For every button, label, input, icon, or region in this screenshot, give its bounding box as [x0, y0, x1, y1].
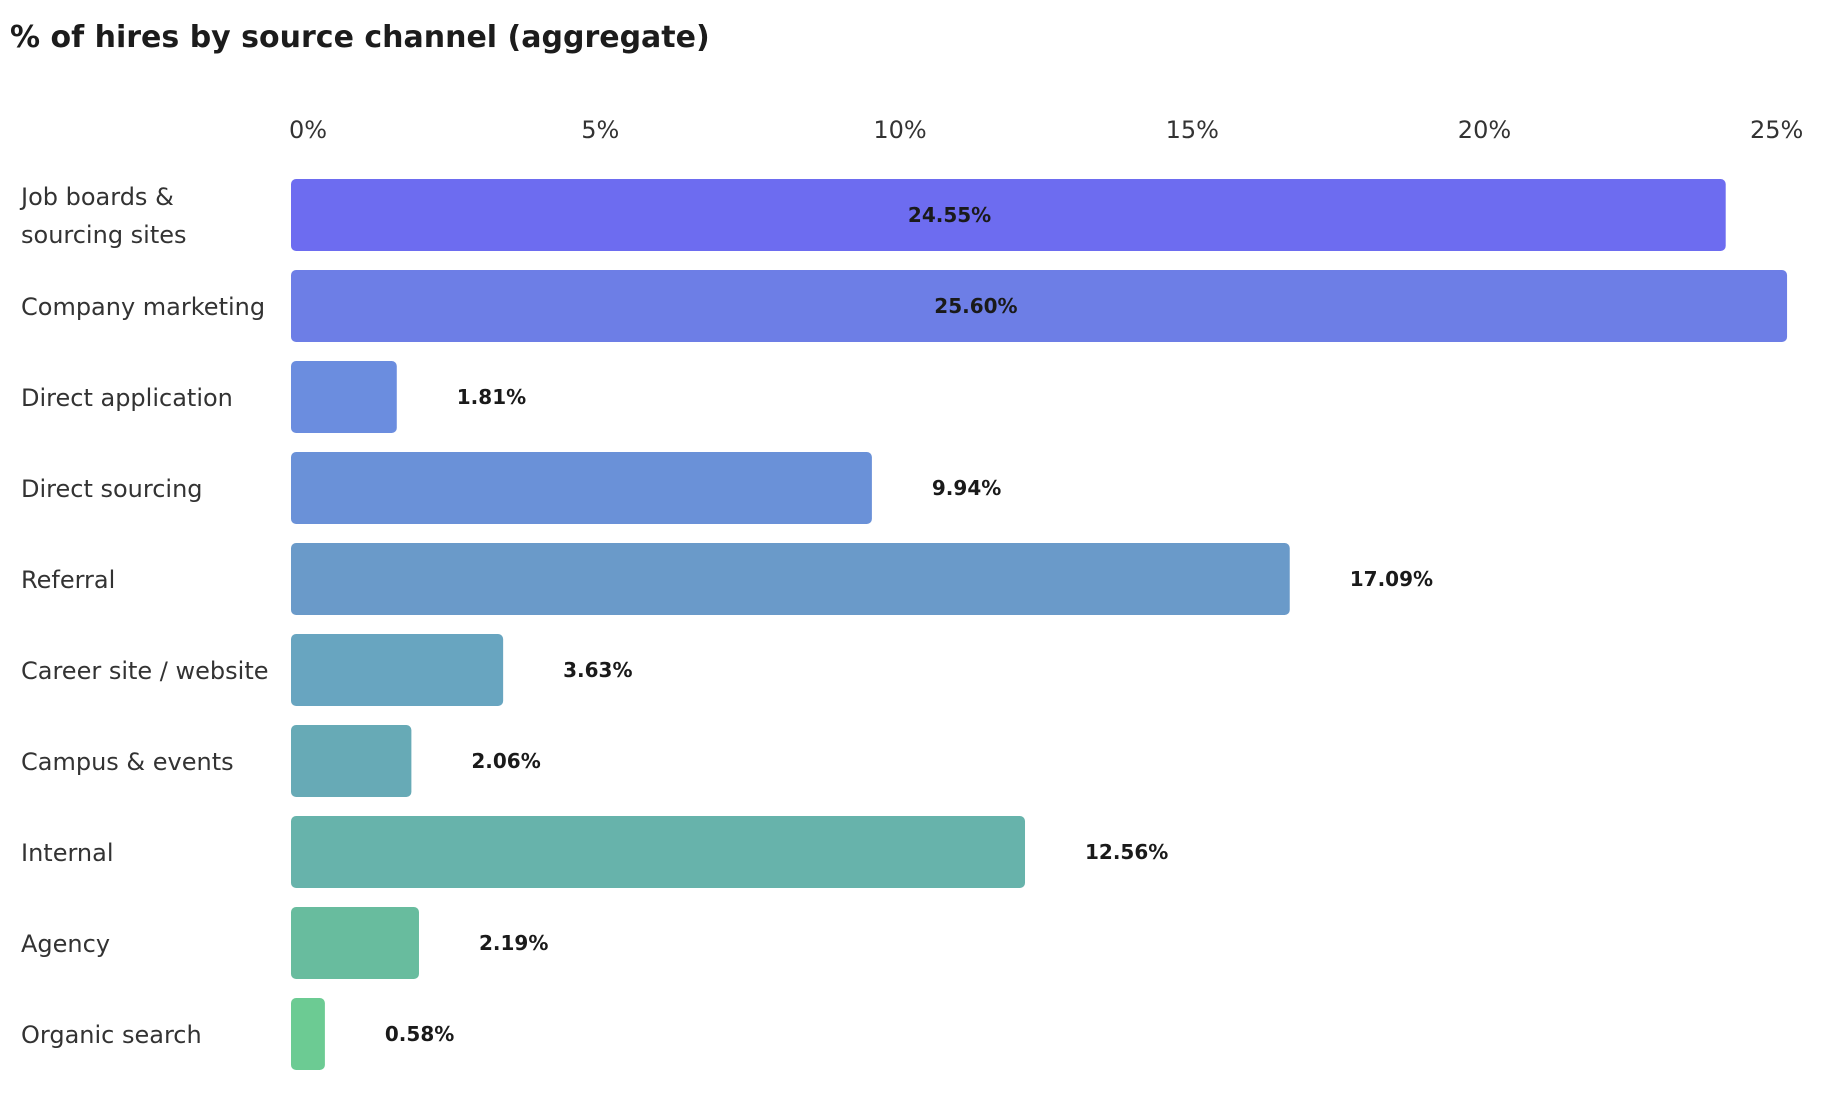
- data-label: 12.56%: [1085, 840, 1168, 864]
- data-label: 25.60%: [934, 294, 1017, 318]
- bar: [291, 816, 1026, 888]
- data-label: 17.09%: [1350, 567, 1433, 591]
- bar: [291, 998, 325, 1070]
- bar: [291, 907, 419, 979]
- data-label: 2.06%: [471, 749, 540, 773]
- bar: [291, 179, 1726, 251]
- bar: [291, 452, 872, 524]
- category-label-line: sourcing sites: [21, 221, 187, 249]
- category-label: Agency: [21, 930, 110, 958]
- bar: [291, 543, 1290, 615]
- category-label: Organic search: [21, 1021, 202, 1049]
- data-label: 3.63%: [563, 658, 632, 682]
- category-label: Direct sourcing: [21, 475, 203, 503]
- data-label: 24.55%: [908, 203, 991, 227]
- x-tick-label: 20%: [1458, 116, 1511, 144]
- category-label-line: Career site / website: [21, 657, 269, 685]
- category-label: Career site / website: [21, 657, 269, 685]
- x-tick-label: 25%: [1750, 116, 1803, 144]
- x-axis-ticks: 0% 5% 10% 15% 20% 25%: [289, 116, 1803, 144]
- x-tick-label: 0%: [289, 116, 327, 144]
- category-label-line: Job boards &: [19, 183, 174, 211]
- category-label-line: Agency: [21, 930, 110, 958]
- data-label: 2.19%: [479, 931, 548, 955]
- category-label: Job boards & sourcing sites: [19, 183, 187, 249]
- bar: [291, 361, 397, 433]
- x-tick-label: 10%: [873, 116, 926, 144]
- bar: [291, 270, 1788, 342]
- data-label: 0.58%: [385, 1022, 454, 1046]
- bars: [291, 179, 1788, 1070]
- category-label: Company marketing: [21, 293, 265, 321]
- x-tick-label: 15%: [1166, 116, 1219, 144]
- category-label: Referral: [21, 566, 115, 594]
- bar: [291, 634, 504, 706]
- category-label-line: Direct sourcing: [21, 475, 203, 503]
- category-label: Campus & events: [21, 748, 234, 776]
- category-label-line: Internal: [21, 839, 114, 867]
- category-label: Direct application: [21, 384, 233, 412]
- data-labels: 24.55% 25.60% 1.81% 9.94% 17.09% 3.63% 2.06% 12…: [385, 203, 1433, 1046]
- category-labels: Job boards & sourcing sites Company market…: [19, 183, 269, 1049]
- x-tick-label: 5%: [581, 116, 619, 144]
- chart-title: % of hires by source channel (aggregate): [10, 20, 710, 55]
- data-label: 9.94%: [932, 476, 1001, 500]
- category-label-line: Referral: [21, 566, 115, 594]
- data-label: 1.81%: [457, 385, 526, 409]
- category-label-line: Company marketing: [21, 293, 265, 321]
- category-label: Internal: [21, 839, 114, 867]
- bar: [291, 725, 412, 797]
- category-label-line: Organic search: [21, 1021, 202, 1049]
- category-label-line: Direct application: [21, 384, 233, 412]
- category-label-line: Campus & events: [21, 748, 234, 776]
